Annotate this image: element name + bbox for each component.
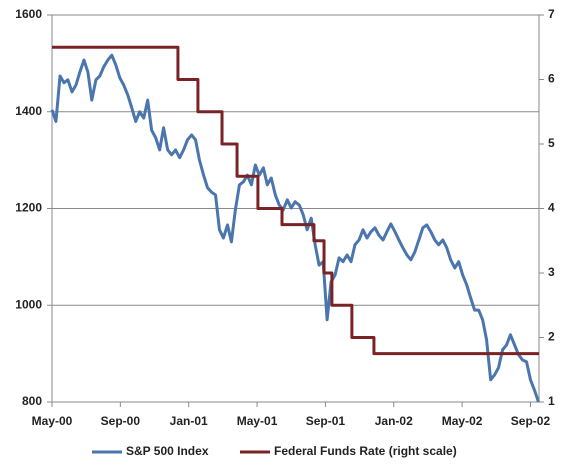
legend-label: Federal Funds Rate (right scale) xyxy=(274,444,457,458)
y2-tick-label: 4 xyxy=(548,201,555,215)
x-tick-label: Sep-00 xyxy=(101,414,141,428)
y-tick-label: 1000 xyxy=(15,297,42,311)
x-tick-label: May-01 xyxy=(237,414,278,428)
x-tick-label: May-00 xyxy=(32,414,73,428)
x-tick-label: Sep-01 xyxy=(306,414,346,428)
x-tick-label: Jan-02 xyxy=(375,414,413,428)
y-tick-label: 1400 xyxy=(15,104,42,118)
series-line xyxy=(50,53,540,403)
x-tick-label: May-02 xyxy=(442,414,483,428)
y-tick-label: 1600 xyxy=(15,7,42,21)
y2-tick-label: 6 xyxy=(548,72,555,86)
y2-tick-label: 7 xyxy=(548,7,555,21)
y2-tick-label: 3 xyxy=(548,265,555,279)
y2-tick-label: 2 xyxy=(548,330,555,344)
y2-tick-label: 5 xyxy=(548,136,555,150)
x-tick-label: Sep-02 xyxy=(511,414,551,428)
y-tick-label: 1200 xyxy=(15,201,42,215)
y-tick-label: 800 xyxy=(22,394,42,408)
series-line xyxy=(52,45,539,356)
x-tick-label: Jan-01 xyxy=(170,414,208,428)
y2-tick-label: 1 xyxy=(548,394,555,408)
legend-label: S&P 500 Index xyxy=(126,444,209,458)
